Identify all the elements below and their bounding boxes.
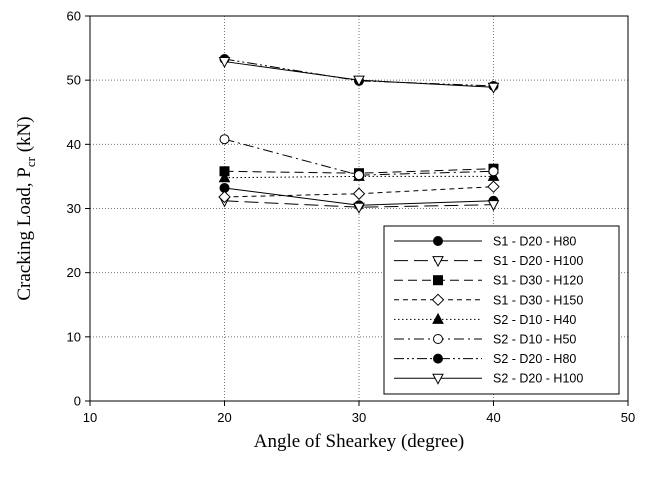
legend-label: S1 - D30 - H150 bbox=[493, 293, 583, 307]
x-tick-label: 10 bbox=[83, 410, 97, 425]
y-tick-label: 20 bbox=[67, 265, 81, 280]
y-tick-label: 60 bbox=[67, 9, 81, 24]
data-point-triangle-down-open bbox=[353, 75, 365, 87]
y-axis-title-main: Cracking Load, P bbox=[14, 167, 35, 301]
y-tick-label: 10 bbox=[67, 329, 81, 344]
data-point-triangle-down-open bbox=[432, 373, 444, 385]
y-axis-title-subscript: cr bbox=[23, 156, 38, 167]
series-layer bbox=[218, 53, 500, 214]
series-6 bbox=[219, 134, 499, 181]
x-tick-label: 40 bbox=[486, 410, 500, 425]
series-4 bbox=[218, 180, 500, 204]
data-point-circle-filled bbox=[433, 236, 443, 246]
data-point-circle-filled bbox=[433, 353, 443, 364]
y-axis-title: Cracking Load, Pcr (kN) bbox=[14, 116, 38, 300]
data-point-triangle-down-open bbox=[432, 256, 444, 268]
series-8 bbox=[218, 57, 500, 94]
legend-label: S2 - D20 - H80 bbox=[493, 352, 576, 366]
y-axis-title-unit: (kN) bbox=[14, 116, 35, 157]
series-line bbox=[224, 138, 494, 176]
y-tick-label: 40 bbox=[67, 137, 81, 152]
series-line bbox=[224, 58, 494, 87]
data-point-triangle-down-open bbox=[218, 57, 231, 69]
data-point-diamond-open bbox=[218, 190, 231, 204]
data-point-triangle-up-filled bbox=[218, 171, 231, 183]
x-axis-title: Angle of Shearkey (degree) bbox=[254, 431, 464, 452]
data-point-triangle-up-filled bbox=[432, 312, 444, 324]
data-point-diamond-open bbox=[352, 187, 366, 200]
series-line bbox=[224, 175, 494, 179]
legend-label: S2 - D10 - H40 bbox=[493, 313, 576, 327]
y-tick-label: 0 bbox=[74, 394, 81, 409]
y-tick-label: 50 bbox=[67, 73, 81, 88]
data-point-circle-open bbox=[354, 170, 364, 181]
legend-label: S1 - D20 - H80 bbox=[493, 235, 576, 249]
legend-label: S2 - D10 - H50 bbox=[493, 333, 576, 347]
data-point-square-filled bbox=[433, 275, 443, 286]
data-point-triangle-down-open bbox=[487, 200, 500, 212]
legend-box bbox=[383, 225, 620, 395]
data-point-circle-open bbox=[488, 166, 499, 177]
data-point-diamond-open bbox=[487, 180, 500, 193]
legend-label: S2 - D20 - H100 bbox=[493, 372, 583, 386]
data-point-triangle-down-open bbox=[487, 82, 500, 94]
data-point-circle-open bbox=[433, 334, 443, 344]
y-tick-label: 30 bbox=[67, 201, 81, 216]
x-tick-label: 30 bbox=[352, 410, 366, 425]
data-point-diamond-open bbox=[431, 293, 445, 307]
x-tick-label: 20 bbox=[217, 410, 231, 425]
x-tick-label: 50 bbox=[621, 410, 635, 425]
series-line bbox=[224, 200, 494, 208]
legend: S1 - D20 - H80 S1 - D20 - H100 S1 - D30 - … bbox=[383, 225, 620, 395]
data-point-circle-open bbox=[219, 134, 230, 145]
data-point-triangle-down-open bbox=[353, 202, 365, 214]
legend-label: S1 - D30 - H120 bbox=[493, 274, 583, 288]
legend-label: S1 - D20 - H100 bbox=[493, 254, 583, 268]
